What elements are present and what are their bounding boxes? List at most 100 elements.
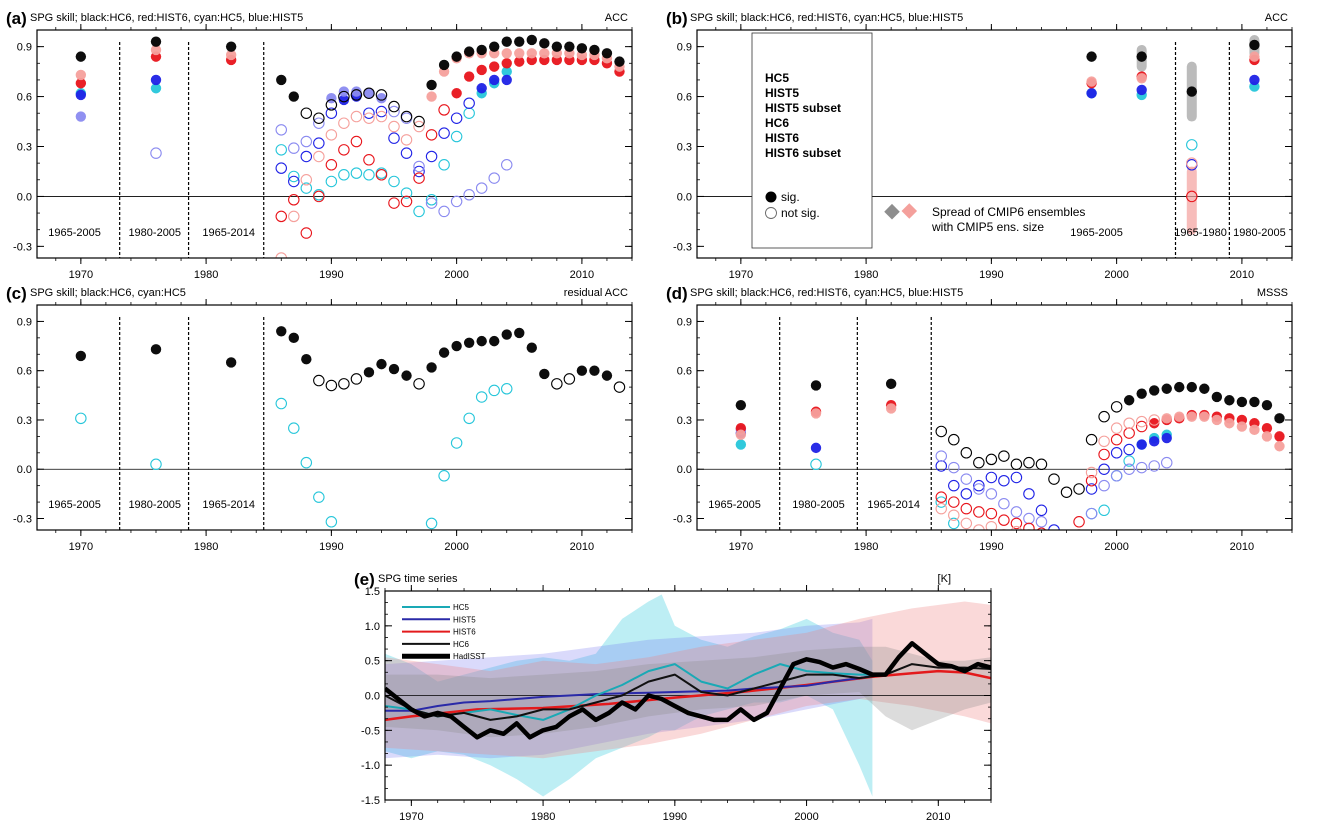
data-point [300, 135, 313, 148]
data-point [325, 129, 338, 141]
data-point [514, 327, 525, 339]
data-point [551, 378, 563, 390]
data-point [463, 412, 475, 425]
data-point [1073, 483, 1085, 495]
data-point [539, 38, 550, 49]
data-point [985, 453, 998, 466]
data-point [388, 197, 400, 209]
data-point [1010, 525, 1022, 530]
legend-spread-label: Spread of CMIP6 ensembles [932, 205, 1085, 219]
data-point [313, 190, 325, 203]
data-point [1036, 527, 1047, 530]
period-label: 1965-1980 [1174, 227, 1227, 239]
data-point [150, 36, 162, 47]
data-point [1136, 84, 1147, 96]
data-point [1098, 448, 1110, 461]
data-point [276, 326, 287, 337]
plot-area [697, 34, 1292, 258]
data-point [400, 195, 413, 208]
legend-sig-label: sig. [781, 190, 800, 204]
data-point [960, 517, 973, 530]
data-point [413, 160, 425, 173]
data-point [325, 379, 338, 392]
data-point [1135, 461, 1148, 474]
data-point [1010, 517, 1023, 530]
data-point [1199, 411, 1210, 422]
data-point [1249, 51, 1260, 62]
y-tick-label: -1.5 [361, 795, 380, 807]
data-point [1110, 447, 1123, 459]
period-label: 1965-2005 [48, 499, 101, 511]
data-point [1098, 435, 1110, 448]
period-label: 1965-2005 [48, 227, 101, 239]
data-point [539, 48, 550, 59]
y-tick-label: 0.9 [17, 42, 32, 54]
panel-letter: (b) [666, 9, 688, 28]
data-point [935, 450, 948, 462]
data-point [400, 147, 413, 159]
y-tick-label: 0.3 [677, 141, 692, 153]
data-point [810, 380, 822, 391]
data-point [985, 488, 998, 500]
data-point [1148, 460, 1160, 472]
data-point [388, 100, 400, 113]
data-point [1136, 388, 1147, 399]
data-point [276, 74, 287, 86]
data-point [1010, 471, 1023, 484]
period-label: 1965-2014 [202, 227, 255, 239]
x-tick-label: 2000 [444, 541, 468, 553]
data-point [935, 491, 948, 503]
data-point [501, 329, 512, 340]
data-point [1261, 431, 1273, 442]
x-tick-label: 1990 [319, 269, 343, 281]
y-tick-label: 0.9 [677, 316, 692, 328]
data-point [551, 41, 563, 52]
data-point [363, 87, 375, 99]
x-tick-label: 2010 [1230, 269, 1254, 281]
data-point [526, 48, 537, 59]
data-point [438, 127, 450, 139]
plot-frame [36, 304, 633, 531]
data-point [425, 517, 438, 530]
data-point [150, 44, 162, 56]
x-tick-label: 1970 [729, 541, 753, 553]
data-point [150, 147, 162, 159]
data-point [1035, 504, 1048, 517]
data-point [425, 129, 438, 141]
data-point [363, 154, 375, 166]
panel-title: SPG time series [378, 573, 458, 585]
data-point [413, 378, 425, 390]
panel-letter: (c) [6, 284, 27, 303]
data-point [400, 134, 413, 146]
data-point [275, 210, 288, 223]
data-point [1274, 441, 1285, 452]
data-point [288, 175, 300, 188]
x-tick-label: 1980 [854, 269, 878, 281]
data-point [388, 363, 400, 375]
x-tick-label: 2010 [926, 811, 950, 823]
data-point [514, 48, 525, 59]
data-point [75, 89, 87, 101]
data-point [998, 497, 1010, 510]
data-point [325, 107, 338, 119]
data-point [960, 447, 973, 459]
data-point [514, 56, 525, 67]
data-point [150, 74, 162, 86]
y-tick-label: 0.3 [17, 141, 32, 153]
data-point [948, 509, 960, 521]
data-point [1023, 522, 1035, 530]
data-point [948, 461, 960, 474]
data-point [1249, 396, 1260, 408]
y-tick-label: -1.0 [361, 760, 380, 772]
data-point [225, 41, 237, 52]
y-tick-label: 0.0 [365, 691, 380, 703]
plot-area [697, 317, 1292, 530]
data-point [1086, 88, 1097, 99]
data-point [810, 408, 822, 419]
y-tick-label: 0.3 [17, 415, 32, 427]
data-point [1035, 458, 1048, 471]
data-point [288, 142, 300, 154]
data-point [1186, 190, 1198, 203]
data-point [425, 197, 438, 209]
data-point [810, 458, 822, 471]
